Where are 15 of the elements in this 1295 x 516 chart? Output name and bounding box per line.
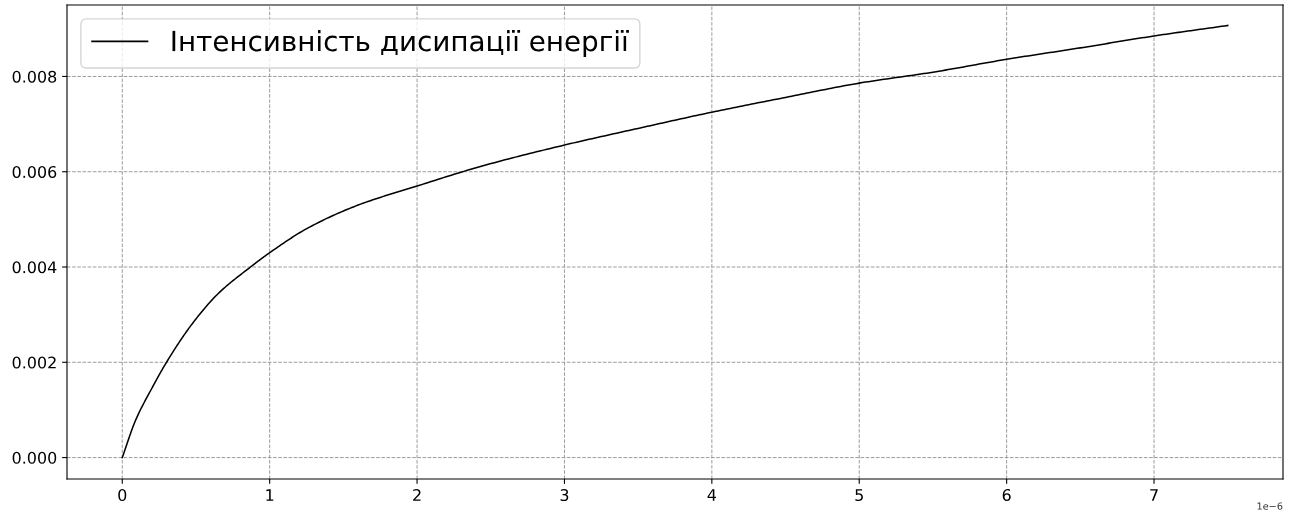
y-tick-label: 0.006 xyxy=(12,165,57,179)
text: 1e−6 xyxy=(1257,502,1283,510)
x-tick-label: 6 xyxy=(1002,489,1011,502)
x-tick-label: 3 xyxy=(560,489,569,502)
x-tick-label: 4 xyxy=(707,489,717,501)
x-tick-label: 7 xyxy=(1150,489,1158,501)
x-tick-label: 2 xyxy=(413,489,421,501)
y-tick-label: 0.002 xyxy=(12,356,56,369)
y-tick-label: 0.004 xyxy=(12,261,57,274)
x-tick-label: 0 xyxy=(118,489,127,502)
y-tick-label: 0.008 xyxy=(12,70,57,83)
y-tick-label: 0.000 xyxy=(12,451,57,464)
x-tick-label: 5 xyxy=(855,489,863,502)
legend-label: Інтенсивність дисипації енергії xyxy=(172,30,629,57)
x-tick-label: 1 xyxy=(266,489,274,501)
